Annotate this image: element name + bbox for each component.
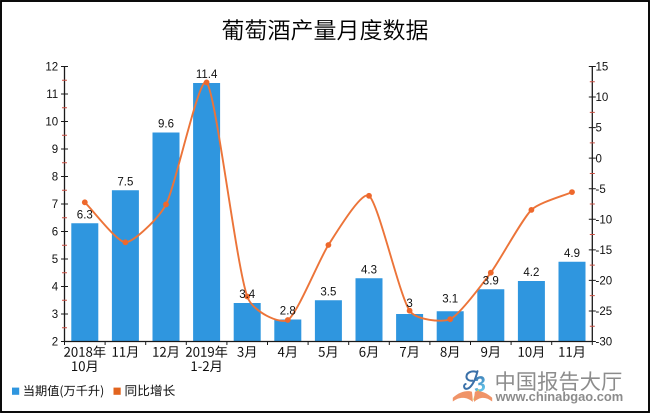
svg-text:4.3: 4.3 bbox=[361, 264, 377, 276]
svg-text:12: 12 bbox=[45, 62, 58, 74]
svg-text:7: 7 bbox=[52, 199, 58, 211]
svg-text:5: 5 bbox=[596, 123, 602, 135]
svg-text:9.6: 9.6 bbox=[158, 119, 174, 131]
svg-text:3.1: 3.1 bbox=[442, 293, 458, 305]
svg-text:3.4: 3.4 bbox=[239, 289, 256, 301]
svg-text:6.3: 6.3 bbox=[77, 209, 93, 221]
svg-text:3.5: 3.5 bbox=[320, 286, 336, 298]
svg-text:8: 8 bbox=[52, 172, 58, 184]
svg-text:-25: -25 bbox=[596, 306, 613, 318]
svg-text:-5: -5 bbox=[596, 184, 606, 196]
svg-text:9: 9 bbox=[52, 144, 58, 156]
svg-text:10: 10 bbox=[596, 92, 609, 104]
svg-text:4.2: 4.2 bbox=[523, 267, 539, 279]
svg-text:6: 6 bbox=[52, 227, 58, 239]
svg-text:3: 3 bbox=[406, 298, 412, 310]
svg-text:3: 3 bbox=[52, 309, 58, 321]
svg-text:-15: -15 bbox=[596, 245, 613, 257]
svg-text:-10: -10 bbox=[596, 214, 613, 226]
svg-text:11: 11 bbox=[46, 89, 58, 101]
svg-text:www.chinabgao.com: www.chinabgao.com bbox=[495, 389, 624, 404]
svg-text:0: 0 bbox=[596, 153, 602, 165]
svg-text:10: 10 bbox=[45, 117, 58, 129]
svg-text:4.9: 4.9 bbox=[564, 248, 580, 260]
svg-text:4: 4 bbox=[52, 282, 59, 294]
svg-text:3.9: 3.9 bbox=[483, 275, 499, 287]
svg-text:7.5: 7.5 bbox=[117, 176, 133, 188]
svg-text:15: 15 bbox=[596, 62, 609, 74]
svg-text:5: 5 bbox=[52, 254, 58, 266]
svg-text:11.4: 11.4 bbox=[196, 69, 218, 81]
svg-text:2.8: 2.8 bbox=[280, 306, 296, 318]
svg-text:-20: -20 bbox=[596, 275, 613, 287]
svg-text:-30: -30 bbox=[596, 337, 613, 349]
svg-text:2: 2 bbox=[52, 337, 58, 349]
